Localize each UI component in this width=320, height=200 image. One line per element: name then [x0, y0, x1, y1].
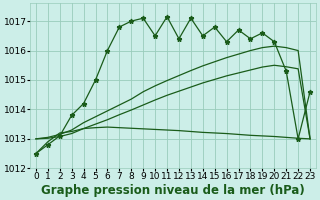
X-axis label: Graphe pression niveau de la mer (hPa): Graphe pression niveau de la mer (hPa) [41, 184, 305, 197]
